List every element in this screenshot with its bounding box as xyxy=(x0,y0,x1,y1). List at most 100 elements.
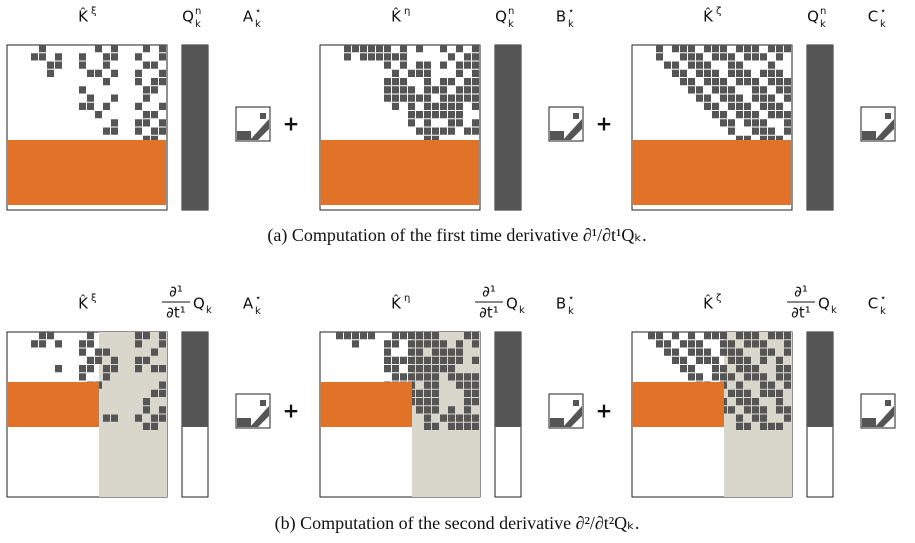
vector-label-sup: n xyxy=(195,6,201,17)
nonzero xyxy=(464,398,471,406)
nonzero xyxy=(456,102,463,110)
nonzero xyxy=(672,45,679,53)
nonzero xyxy=(143,111,150,119)
nonzero xyxy=(384,94,391,102)
matrix-label-sup: ξ xyxy=(91,293,97,304)
nonzero xyxy=(736,102,743,110)
nonzero xyxy=(768,78,775,86)
nonzero xyxy=(39,45,46,53)
nonzero xyxy=(368,53,375,61)
nonzero xyxy=(736,45,743,53)
nonzero xyxy=(760,102,767,110)
coeff-pattern xyxy=(563,400,582,427)
nonzero xyxy=(752,373,759,381)
nonzero xyxy=(712,86,719,94)
coeff-label-sup: ⋆ xyxy=(255,6,261,17)
nonzero xyxy=(688,45,695,53)
nonzero xyxy=(336,332,343,340)
nonzero xyxy=(472,422,479,430)
nonzero xyxy=(464,373,471,381)
nonzero xyxy=(47,69,54,77)
nonzero xyxy=(744,69,751,77)
nonzero xyxy=(704,356,711,364)
nonzero xyxy=(400,332,407,340)
nonzero xyxy=(111,356,118,364)
nonzero xyxy=(424,406,431,414)
vector-label: Q xyxy=(807,8,819,26)
nonzero xyxy=(728,53,735,61)
vector-label-den: ∂t¹ xyxy=(479,304,499,322)
nonzero xyxy=(712,332,719,340)
nonzero xyxy=(159,389,166,397)
nonzero xyxy=(103,373,110,381)
nonzero xyxy=(728,340,735,348)
nonzero xyxy=(424,61,431,69)
nonzero xyxy=(376,53,383,61)
caption: (b) Computation of the second derivative… xyxy=(275,513,640,534)
nonzero xyxy=(448,406,455,414)
nonzero xyxy=(696,373,703,381)
nonzero xyxy=(680,340,687,348)
nonzero xyxy=(392,53,399,61)
filled-block xyxy=(8,140,166,205)
nonzero xyxy=(736,94,743,102)
nonzero xyxy=(736,78,743,86)
nonzero xyxy=(760,69,767,77)
nonzero xyxy=(79,348,86,356)
nonzero xyxy=(151,135,158,143)
vector-fill xyxy=(807,45,833,210)
nonzero xyxy=(352,45,359,53)
nonzero xyxy=(159,332,166,340)
vector-label-sub: k xyxy=(195,19,201,30)
nonzero xyxy=(416,45,423,53)
nonzero xyxy=(680,45,687,53)
nonzero xyxy=(143,356,150,364)
nonzero xyxy=(143,332,150,340)
nonzero xyxy=(760,422,767,430)
matrix-label-sup: ξ xyxy=(91,6,97,17)
nonzero xyxy=(744,373,751,381)
nonzero xyxy=(416,127,423,135)
nonzero xyxy=(728,373,735,381)
nonzero xyxy=(744,78,751,86)
nonzero xyxy=(712,102,719,110)
nonzero xyxy=(39,332,46,340)
nonzero xyxy=(464,406,471,414)
matrix-label: K̂ xyxy=(703,294,714,313)
nonzero xyxy=(704,348,711,356)
nonzero xyxy=(151,414,158,422)
nonzero xyxy=(416,365,423,373)
nonzero xyxy=(416,61,423,69)
nonzero xyxy=(776,406,783,414)
nonzero xyxy=(440,111,447,119)
nonzero xyxy=(688,340,695,348)
nonzero xyxy=(424,389,431,397)
nonzero xyxy=(103,127,110,135)
nonzero xyxy=(720,86,727,94)
nonzero xyxy=(472,127,479,135)
nonzero xyxy=(768,102,775,110)
nonzero xyxy=(464,414,471,422)
nonzero xyxy=(384,356,391,364)
nonzero xyxy=(432,389,439,397)
nonzero xyxy=(472,414,479,422)
nonzero xyxy=(776,422,783,430)
vector-label-num: ∂¹ xyxy=(794,283,808,301)
nonzero xyxy=(768,135,775,143)
nonzero xyxy=(776,398,783,406)
nonzero xyxy=(103,414,110,422)
nonzero xyxy=(712,78,719,86)
nonzero xyxy=(472,356,479,364)
nonzero xyxy=(784,381,791,389)
coeff-label-sub: k xyxy=(568,306,574,317)
nonzero xyxy=(656,332,663,340)
nonzero xyxy=(736,398,743,406)
nonzero xyxy=(151,422,158,430)
nonzero xyxy=(744,102,751,110)
nonzero xyxy=(47,61,54,69)
nonzero xyxy=(424,381,431,389)
nonzero xyxy=(424,102,431,110)
vector-label-num: ∂¹ xyxy=(169,283,183,301)
nonzero xyxy=(159,78,166,86)
nonzero xyxy=(768,69,775,77)
